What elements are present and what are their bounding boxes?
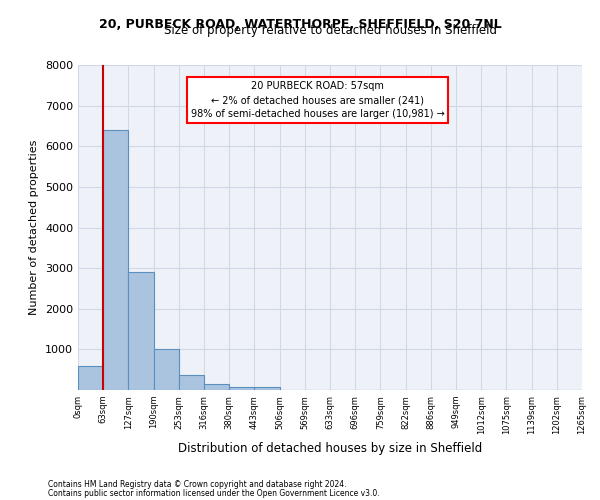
- Bar: [254, 387, 280, 390]
- Text: 20, PURBECK ROAD, WATERTHORPE, SHEFFIELD, S20 7NL: 20, PURBECK ROAD, WATERTHORPE, SHEFFIELD…: [98, 18, 502, 30]
- Text: Contains public sector information licensed under the Open Government Licence v3: Contains public sector information licen…: [48, 488, 380, 498]
- X-axis label: Distribution of detached houses by size in Sheffield: Distribution of detached houses by size …: [178, 442, 482, 455]
- Bar: [128, 272, 154, 390]
- Bar: [204, 384, 229, 390]
- Bar: [154, 350, 179, 390]
- Title: Size of property relative to detached houses in Sheffield: Size of property relative to detached ho…: [163, 24, 497, 38]
- Y-axis label: Number of detached properties: Number of detached properties: [29, 140, 40, 315]
- Text: 20 PURBECK ROAD: 57sqm
← 2% of detached houses are smaller (241)
98% of semi-det: 20 PURBECK ROAD: 57sqm ← 2% of detached …: [191, 81, 444, 119]
- Bar: [78, 366, 103, 390]
- Bar: [179, 375, 204, 390]
- Bar: [103, 130, 128, 390]
- Text: Contains HM Land Registry data © Crown copyright and database right 2024.: Contains HM Land Registry data © Crown c…: [48, 480, 347, 489]
- Bar: [229, 387, 254, 390]
